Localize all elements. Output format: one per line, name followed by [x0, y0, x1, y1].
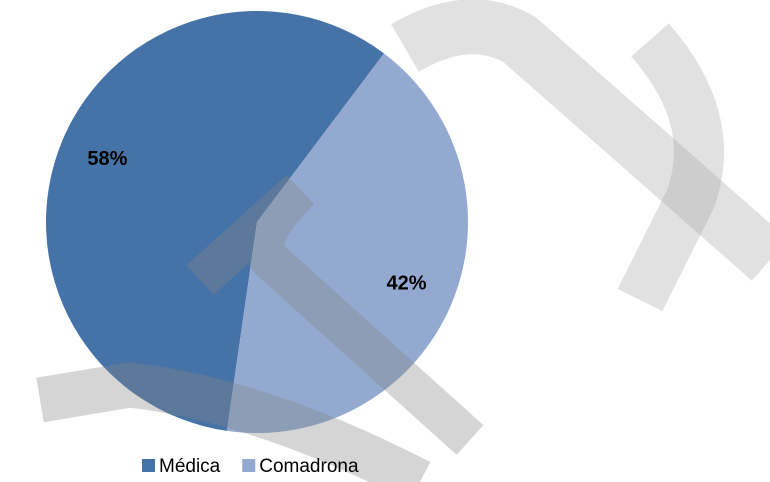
- labels: 58% 42%: [87, 148, 426, 295]
- legend-swatch: [142, 459, 155, 472]
- watermark-stroke: [617, 23, 724, 312]
- legend-swatch: [242, 459, 256, 472]
- watermark: [36, 0, 770, 482]
- legend: Médica Comadrona: [142, 456, 359, 477]
- pie: [46, 10, 468, 433]
- data-label: 58%: [87, 148, 127, 170]
- watermark-stroke: [391, 0, 770, 281]
- watermark-stroke: [186, 175, 484, 455]
- legend-label: Comadrona: [259, 456, 359, 477]
- pie-slice: [226, 53, 468, 433]
- watermark-stroke: [36, 362, 431, 482]
- legend-label: Médica: [159, 456, 221, 477]
- pie-slice: [46, 10, 384, 431]
- data-label: 42%: [387, 273, 427, 295]
